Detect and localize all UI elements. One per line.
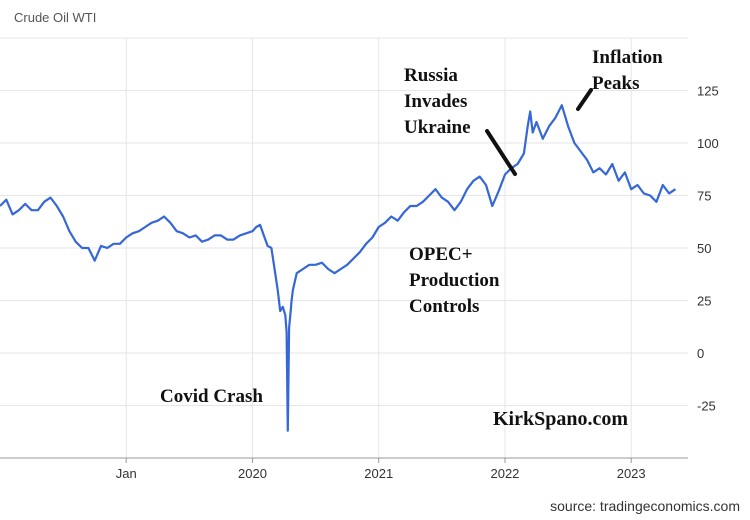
pointer-inflation bbox=[576, 88, 593, 111]
y-tick-label: 100 bbox=[697, 136, 719, 151]
x-tick-label: 2022 bbox=[490, 466, 519, 481]
annotation-inflation-peaks: Inflation Peaks bbox=[592, 47, 663, 94]
y-tick-label: -25 bbox=[697, 399, 716, 414]
source-note: source: tradingeconomics.com bbox=[550, 498, 740, 514]
y-tick-label: 75 bbox=[697, 189, 711, 204]
x-tick-label: Jan bbox=[116, 466, 137, 481]
y-tick-label: 25 bbox=[697, 294, 711, 309]
annotation-covid-crash: Covid Crash bbox=[160, 386, 263, 407]
y-tick-label: 50 bbox=[697, 241, 711, 256]
pointer-russia bbox=[485, 129, 517, 176]
y-tick-label: 0 bbox=[697, 346, 704, 361]
axes: -25 0 25 50 75 100 125 Jan 2020 2021 2022 2023 bbox=[0, 84, 719, 481]
y-tick-label: 125 bbox=[697, 84, 719, 99]
watermark: KirkSpano.com bbox=[493, 408, 629, 430]
annotation-russia-invades: Russia Invades Ukraine bbox=[404, 65, 471, 138]
x-tick-label: 2021 bbox=[364, 466, 393, 481]
x-tick-label: 2020 bbox=[238, 466, 267, 481]
x-tick-label: 2023 bbox=[617, 466, 646, 481]
annotation-pointers bbox=[485, 88, 593, 176]
series-layer bbox=[0, 104, 677, 432]
chart-title: Crude Oil WTI bbox=[14, 10, 97, 25]
price-line bbox=[0, 104, 677, 432]
annotation-opec-controls: OPEC+ Production Controls bbox=[409, 244, 500, 317]
grid-lines bbox=[0, 37, 688, 458]
